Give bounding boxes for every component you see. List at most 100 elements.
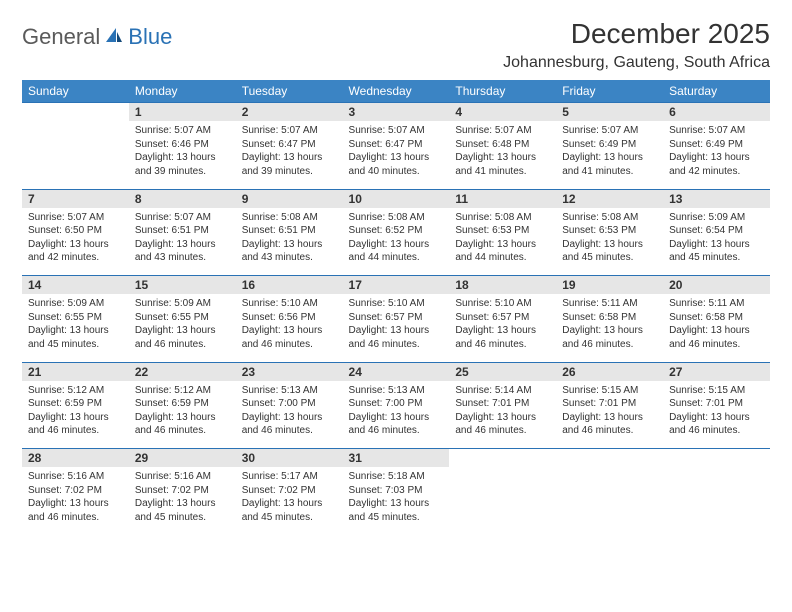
day-cell: Sunrise: 5:09 AMSunset: 6:54 PMDaylight:… bbox=[663, 208, 770, 276]
day-cell: Sunrise: 5:12 AMSunset: 6:59 PMDaylight:… bbox=[22, 381, 129, 449]
day-number: 10 bbox=[343, 189, 450, 208]
daylight-text: Daylight: 13 hours and 46 minutes. bbox=[562, 411, 657, 438]
logo-text-blue: Blue bbox=[128, 24, 172, 50]
day-cell: Sunrise: 5:08 AMSunset: 6:53 PMDaylight:… bbox=[556, 208, 663, 276]
sunset-text: Sunset: 6:47 PM bbox=[242, 138, 337, 152]
week-content-row: Sunrise: 5:12 AMSunset: 6:59 PMDaylight:… bbox=[22, 381, 770, 449]
day-cell: Sunrise: 5:07 AMSunset: 6:51 PMDaylight:… bbox=[129, 208, 236, 276]
sunrise-text: Sunrise: 5:08 AM bbox=[455, 211, 550, 225]
day-number: 20 bbox=[663, 276, 770, 295]
day-number: 24 bbox=[343, 362, 450, 381]
daylight-text: Daylight: 13 hours and 45 minutes. bbox=[242, 497, 337, 524]
day-cell: Sunrise: 5:08 AMSunset: 6:52 PMDaylight:… bbox=[343, 208, 450, 276]
week-number-row: 123456 bbox=[22, 103, 770, 122]
day-number bbox=[22, 103, 129, 122]
week-content-row: Sunrise: 5:07 AMSunset: 6:50 PMDaylight:… bbox=[22, 208, 770, 276]
sunset-text: Sunset: 6:58 PM bbox=[669, 311, 764, 325]
sunrise-text: Sunrise: 5:07 AM bbox=[669, 124, 764, 138]
day-cell bbox=[22, 121, 129, 189]
day-number bbox=[556, 449, 663, 468]
day-cell: Sunrise: 5:08 AMSunset: 6:51 PMDaylight:… bbox=[236, 208, 343, 276]
sunrise-text: Sunrise: 5:16 AM bbox=[28, 470, 123, 484]
sunset-text: Sunset: 7:02 PM bbox=[28, 484, 123, 498]
daylight-text: Daylight: 13 hours and 46 minutes. bbox=[669, 411, 764, 438]
day-number: 31 bbox=[343, 449, 450, 468]
daylight-text: Daylight: 13 hours and 46 minutes. bbox=[349, 324, 444, 351]
location-label: Johannesburg, Gauteng, South Africa bbox=[503, 54, 770, 72]
calendar-table: Sunday Monday Tuesday Wednesday Thursday… bbox=[22, 80, 770, 535]
sunset-text: Sunset: 6:48 PM bbox=[455, 138, 550, 152]
sunset-text: Sunset: 6:46 PM bbox=[135, 138, 230, 152]
sunrise-text: Sunrise: 5:10 AM bbox=[242, 297, 337, 311]
col-friday: Friday bbox=[556, 80, 663, 103]
sunrise-text: Sunrise: 5:07 AM bbox=[135, 211, 230, 225]
day-cell: Sunrise: 5:07 AMSunset: 6:50 PMDaylight:… bbox=[22, 208, 129, 276]
day-cell: Sunrise: 5:12 AMSunset: 6:59 PMDaylight:… bbox=[129, 381, 236, 449]
daylight-text: Daylight: 13 hours and 41 minutes. bbox=[562, 151, 657, 178]
sunset-text: Sunset: 7:02 PM bbox=[242, 484, 337, 498]
daylight-text: Daylight: 13 hours and 46 minutes. bbox=[669, 324, 764, 351]
day-cell: Sunrise: 5:10 AMSunset: 6:57 PMDaylight:… bbox=[343, 294, 450, 362]
daylight-text: Daylight: 13 hours and 46 minutes. bbox=[135, 324, 230, 351]
sunrise-text: Sunrise: 5:11 AM bbox=[562, 297, 657, 311]
sunrise-text: Sunrise: 5:12 AM bbox=[28, 384, 123, 398]
sunrise-text: Sunrise: 5:13 AM bbox=[349, 384, 444, 398]
day-cell: Sunrise: 5:10 AMSunset: 6:57 PMDaylight:… bbox=[449, 294, 556, 362]
daylight-text: Daylight: 13 hours and 42 minutes. bbox=[28, 238, 123, 265]
col-thursday: Thursday bbox=[449, 80, 556, 103]
sunset-text: Sunset: 6:51 PM bbox=[242, 224, 337, 238]
sunrise-text: Sunrise: 5:10 AM bbox=[349, 297, 444, 311]
day-number: 19 bbox=[556, 276, 663, 295]
daylight-text: Daylight: 13 hours and 45 minutes. bbox=[135, 497, 230, 524]
daylight-text: Daylight: 13 hours and 46 minutes. bbox=[455, 411, 550, 438]
sunrise-text: Sunrise: 5:07 AM bbox=[135, 124, 230, 138]
sunset-text: Sunset: 7:00 PM bbox=[349, 397, 444, 411]
week-number-row: 28293031 bbox=[22, 449, 770, 468]
col-saturday: Saturday bbox=[663, 80, 770, 103]
sunset-text: Sunset: 6:52 PM bbox=[349, 224, 444, 238]
daylight-text: Daylight: 13 hours and 43 minutes. bbox=[242, 238, 337, 265]
daylight-text: Daylight: 13 hours and 44 minutes. bbox=[455, 238, 550, 265]
day-number: 2 bbox=[236, 103, 343, 122]
day-cell: Sunrise: 5:16 AMSunset: 7:02 PMDaylight:… bbox=[22, 467, 129, 535]
day-number: 6 bbox=[663, 103, 770, 122]
sunset-text: Sunset: 7:00 PM bbox=[242, 397, 337, 411]
sunrise-text: Sunrise: 5:09 AM bbox=[669, 211, 764, 225]
sunset-text: Sunset: 7:01 PM bbox=[455, 397, 550, 411]
daylight-text: Daylight: 13 hours and 45 minutes. bbox=[562, 238, 657, 265]
daylight-text: Daylight: 13 hours and 46 minutes. bbox=[28, 411, 123, 438]
day-number bbox=[449, 449, 556, 468]
day-number: 28 bbox=[22, 449, 129, 468]
day-cell: Sunrise: 5:09 AMSunset: 6:55 PMDaylight:… bbox=[22, 294, 129, 362]
day-number: 13 bbox=[663, 189, 770, 208]
day-cell: Sunrise: 5:11 AMSunset: 6:58 PMDaylight:… bbox=[663, 294, 770, 362]
day-number: 16 bbox=[236, 276, 343, 295]
week-content-row: Sunrise: 5:16 AMSunset: 7:02 PMDaylight:… bbox=[22, 467, 770, 535]
daylight-text: Daylight: 13 hours and 44 minutes. bbox=[349, 238, 444, 265]
daylight-text: Daylight: 13 hours and 43 minutes. bbox=[135, 238, 230, 265]
daylight-text: Daylight: 13 hours and 45 minutes. bbox=[349, 497, 444, 524]
daylight-text: Daylight: 13 hours and 46 minutes. bbox=[135, 411, 230, 438]
day-number: 8 bbox=[129, 189, 236, 208]
day-cell: Sunrise: 5:09 AMSunset: 6:55 PMDaylight:… bbox=[129, 294, 236, 362]
sunrise-text: Sunrise: 5:08 AM bbox=[349, 211, 444, 225]
logo-text-general: General bbox=[22, 24, 100, 50]
logo: General Blue bbox=[22, 24, 172, 50]
day-cell: Sunrise: 5:07 AMSunset: 6:47 PMDaylight:… bbox=[236, 121, 343, 189]
sunrise-text: Sunrise: 5:09 AM bbox=[135, 297, 230, 311]
day-number: 25 bbox=[449, 362, 556, 381]
col-wednesday: Wednesday bbox=[343, 80, 450, 103]
col-monday: Monday bbox=[129, 80, 236, 103]
daylight-text: Daylight: 13 hours and 39 minutes. bbox=[135, 151, 230, 178]
daylight-text: Daylight: 13 hours and 46 minutes. bbox=[28, 497, 123, 524]
day-number: 18 bbox=[449, 276, 556, 295]
sunset-text: Sunset: 6:54 PM bbox=[669, 224, 764, 238]
day-cell bbox=[663, 467, 770, 535]
day-number: 7 bbox=[22, 189, 129, 208]
week-content-row: Sunrise: 5:07 AMSunset: 6:46 PMDaylight:… bbox=[22, 121, 770, 189]
sunset-text: Sunset: 6:49 PM bbox=[562, 138, 657, 152]
sunset-text: Sunset: 7:01 PM bbox=[562, 397, 657, 411]
sunset-text: Sunset: 6:49 PM bbox=[669, 138, 764, 152]
sunrise-text: Sunrise: 5:12 AM bbox=[135, 384, 230, 398]
sunrise-text: Sunrise: 5:07 AM bbox=[349, 124, 444, 138]
